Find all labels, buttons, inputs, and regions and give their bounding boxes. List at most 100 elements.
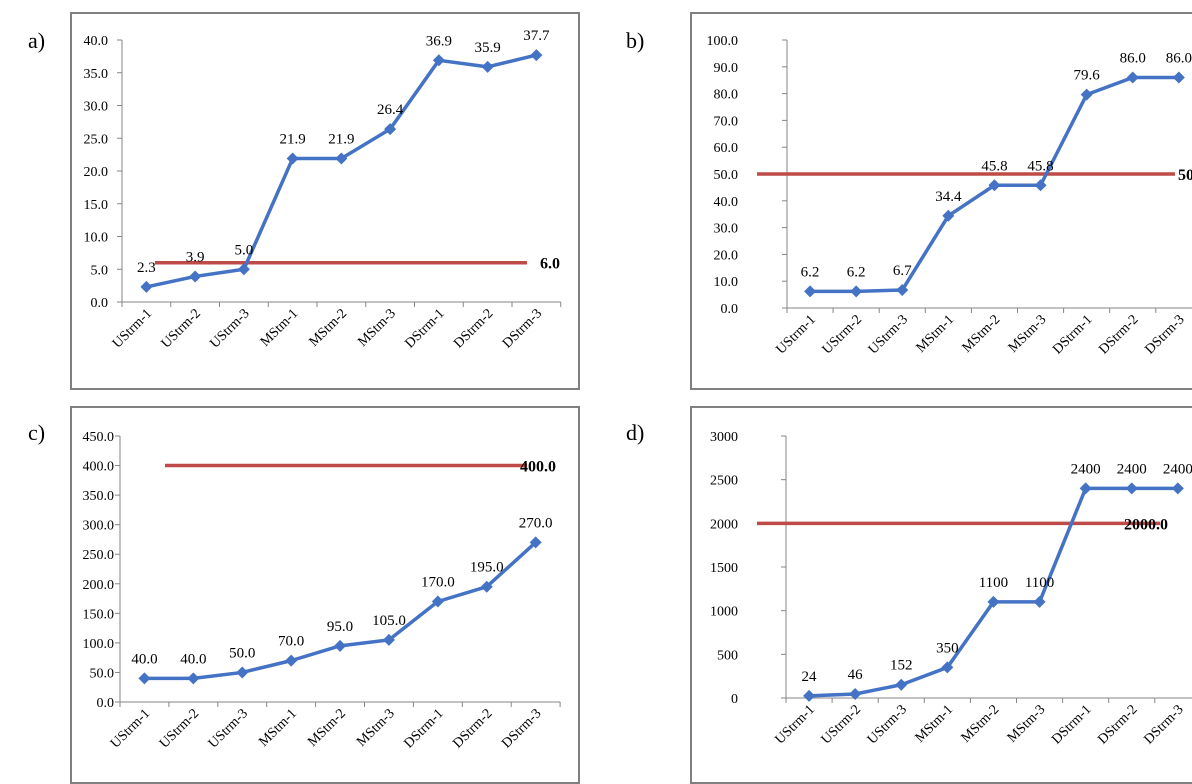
x-tick-label: UStrm-3 — [865, 702, 910, 747]
y-tick-label: 350.0 — [83, 489, 115, 504]
y-tick-label: 0 — [731, 692, 738, 707]
data-point-marker — [1171, 482, 1184, 495]
x-tick-label: MStm-3 — [1006, 312, 1050, 356]
data-label: 1100 — [979, 575, 1008, 591]
y-tick-label: 200.0 — [83, 578, 115, 593]
data-label: 36.9 — [426, 33, 452, 49]
data-label: 2400 — [1117, 461, 1147, 477]
x-tick-label: UStrm-1 — [108, 706, 153, 751]
data-label: 40.0 — [180, 651, 206, 667]
data-label: 152 — [890, 658, 913, 674]
x-tick-label: DStrm-2 — [450, 706, 495, 751]
y-tick-label: 100.0 — [707, 34, 739, 49]
x-tick-label: MStm-3 — [354, 706, 398, 750]
data-label: 70.0 — [278, 634, 304, 650]
x-tick-label: MStm-1 — [913, 702, 957, 746]
data-point-marker — [431, 595, 444, 608]
y-tick-label: 20.0 — [84, 165, 109, 180]
y-tick-label: 50.0 — [714, 168, 739, 183]
y-tick-label: 500 — [717, 648, 738, 663]
data-point-marker — [1125, 482, 1138, 495]
data-point-marker — [987, 595, 1000, 608]
y-tick-label: 10.0 — [84, 231, 109, 246]
y-tick-label: 2500 — [710, 474, 738, 489]
y-tick-label: 80.0 — [714, 88, 739, 103]
data-label: 3.9 — [186, 249, 205, 265]
x-tick-label: DStrm-2 — [1096, 312, 1141, 357]
data-point-marker — [804, 285, 817, 298]
x-tick-label: UStrm-2 — [159, 306, 204, 351]
y-tick-label: 70.0 — [714, 114, 739, 129]
data-label: 35.9 — [475, 40, 501, 56]
data-label: 195.0 — [470, 560, 504, 576]
data-point-marker — [382, 633, 395, 646]
data-label: 6.2 — [801, 264, 820, 280]
x-tick-label: DStrm-1 — [401, 706, 446, 751]
data-label: 45.8 — [981, 158, 1007, 174]
x-tick-label: UStrm-1 — [110, 306, 155, 351]
data-point-marker — [895, 678, 908, 691]
x-tick-label: MStm-3 — [355, 306, 399, 350]
data-label: 21.9 — [328, 132, 354, 148]
data-point-marker — [1079, 482, 1092, 495]
x-tick-label: MStm-1 — [914, 312, 958, 356]
data-point-marker — [530, 49, 543, 62]
data-point-marker — [896, 284, 909, 297]
x-tick-label: DStrm-2 — [1095, 702, 1140, 747]
data-label: 50.0 — [229, 645, 255, 661]
x-tick-label: MStm-3 — [1005, 702, 1049, 746]
x-tick-label: UStrm-2 — [157, 706, 202, 751]
y-tick-label: 300.0 — [83, 519, 115, 534]
x-tick-label: DStrm-1 — [1050, 312, 1095, 357]
x-tick-label: MStm-2 — [959, 702, 1003, 746]
chart-frame — [690, 12, 1192, 390]
data-label: 5.0 — [235, 242, 254, 258]
y-tick-label: 100.0 — [83, 637, 115, 652]
panel-label: c) — [28, 420, 45, 445]
threshold-label: 2000.0 — [1124, 516, 1168, 533]
threshold-label: 6.0 — [540, 256, 560, 273]
data-point-marker — [140, 280, 153, 293]
y-tick-label: 1000 — [710, 605, 738, 620]
data-label: 6.2 — [847, 264, 866, 280]
x-tick-label: DStrm-1 — [402, 306, 447, 351]
series-line — [146, 53, 537, 289]
y-tick-label: 3000 — [710, 430, 738, 445]
y-tick-label: 450.0 — [83, 430, 115, 445]
x-tick-label: UStrm-3 — [866, 312, 911, 357]
y-tick-label: 30.0 — [84, 100, 109, 115]
data-label: 40.0 — [131, 651, 157, 667]
panel-label: d) — [626, 420, 644, 445]
data-point-marker — [529, 536, 542, 549]
y-tick-label: 0.0 — [97, 696, 115, 711]
x-tick-label: DStrm-2 — [451, 306, 496, 351]
data-point-marker — [1126, 71, 1139, 84]
chart-panel-1: a) 0.0 5.0 10.0 15.0 20.0 25.0 30.0 35.0 40.0 UStr… — [28, 12, 580, 390]
data-label: 6.7 — [893, 263, 912, 279]
data-point-marker — [237, 263, 250, 276]
x-tick-label: UStrm-3 — [207, 306, 252, 351]
data-point-marker — [432, 54, 445, 67]
y-tick-label: 40.0 — [84, 34, 109, 49]
chart-panel-4: d) 0 500 1000 1500 2000 2500 3000 UStrm-1 UStrm-2… — [626, 406, 1192, 784]
x-tick-label: DStrm-3 — [1141, 702, 1186, 747]
chart-frame — [70, 406, 580, 784]
data-point-marker — [236, 666, 249, 679]
data-label: 24 — [802, 669, 818, 685]
data-point-marker — [335, 152, 348, 165]
data-label: 26.4 — [377, 102, 404, 118]
y-tick-label: 0.0 — [91, 296, 109, 311]
data-label: 95.0 — [327, 619, 353, 635]
data-label: 105.0 — [372, 613, 406, 629]
data-point-marker — [384, 123, 397, 136]
data-point-marker — [849, 687, 862, 700]
data-label: 2400 — [1163, 461, 1192, 477]
y-tick-label: 2000 — [710, 517, 738, 532]
y-tick-label: 400.0 — [83, 460, 115, 475]
data-point-marker — [941, 661, 954, 674]
x-tick-label: DStrm-3 — [499, 706, 544, 751]
data-point-marker — [286, 152, 299, 165]
data-point-marker — [138, 672, 151, 685]
x-tick-label: DStrm-3 — [500, 306, 545, 351]
x-tick-label: DStrm-3 — [1142, 312, 1187, 357]
